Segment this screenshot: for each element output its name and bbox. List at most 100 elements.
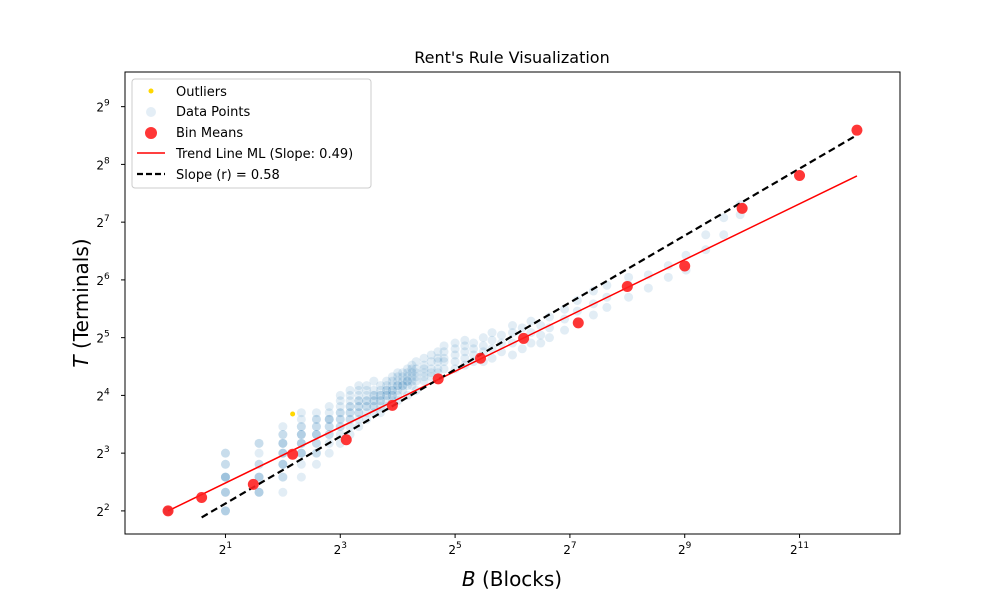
data-point [544, 333, 554, 343]
data-point [450, 357, 460, 367]
data-point [335, 396, 345, 406]
data-point [220, 487, 230, 497]
data-point [324, 448, 334, 458]
x-axis-label: B (Blocks) [462, 567, 562, 591]
data-point [369, 402, 379, 412]
data-point [335, 408, 345, 418]
data-point [278, 430, 288, 440]
data-point [478, 333, 488, 343]
data-point [296, 472, 306, 482]
data-point [439, 341, 449, 351]
outliers-layer [290, 411, 296, 417]
data-point [254, 438, 264, 448]
data-point [354, 385, 364, 395]
data-point [387, 376, 397, 386]
data-point [393, 385, 403, 395]
data-point [419, 360, 429, 370]
data-point [398, 381, 408, 391]
data-point [382, 376, 392, 386]
data-point [508, 328, 517, 338]
data-point [398, 368, 408, 378]
data-point [375, 390, 385, 400]
legend-outliers-marker [148, 88, 154, 94]
data-point [311, 448, 321, 458]
data-point [369, 376, 379, 386]
data-point [324, 414, 334, 424]
data-point [220, 448, 230, 458]
data-point [487, 353, 497, 363]
data-point [469, 344, 479, 354]
data-point [387, 385, 397, 395]
data-point [387, 381, 397, 391]
data-point [220, 472, 230, 482]
data-point [402, 368, 412, 378]
data-point [220, 487, 230, 497]
data-point [354, 396, 364, 406]
data-point [624, 292, 634, 302]
legend-data-points-marker [146, 107, 156, 117]
legend-box [131, 78, 372, 189]
data-point [296, 430, 306, 440]
data-point [296, 430, 306, 440]
data-point [220, 487, 230, 497]
bin-mean-point [736, 202, 748, 214]
data-point [324, 402, 334, 412]
y-axis-label-var: T [69, 354, 93, 368]
legend: Outliers Data Points Bin Means Trend Lin… [131, 78, 372, 189]
slope-line [201, 134, 858, 519]
data-point [426, 350, 436, 360]
y-tick-label: 28 [96, 156, 110, 172]
data-point [278, 459, 288, 469]
data-point [369, 402, 379, 412]
y-tick-label: 25 [96, 330, 109, 346]
y-tick-label: 27 [96, 214, 109, 230]
data-point [362, 402, 372, 412]
data-point [369, 390, 379, 400]
data-point [220, 472, 230, 482]
trend-line-ml [167, 175, 858, 512]
data-point [296, 448, 306, 458]
data-point [419, 364, 429, 374]
bin-mean-point [340, 434, 352, 446]
data-point [433, 353, 443, 363]
data-point [324, 414, 334, 424]
legend-bin-means-label: Bin Means [176, 126, 243, 141]
data-point [719, 230, 729, 240]
data-point [311, 438, 321, 448]
data-point [663, 272, 673, 282]
data-point [393, 381, 403, 391]
data-point [324, 430, 334, 440]
data-point [450, 344, 460, 354]
data-point [588, 310, 598, 320]
data-point [324, 430, 334, 440]
data-point [382, 381, 392, 391]
data-point [296, 448, 306, 458]
data-point [701, 230, 711, 240]
data-point [508, 321, 517, 331]
bin-mean-point [572, 317, 584, 329]
data-point [278, 459, 288, 469]
y-axis-label: T (Terminals) [69, 238, 93, 367]
data-point [433, 357, 443, 367]
legend-data-points-label: Data Points [176, 105, 250, 120]
data-point [254, 487, 264, 497]
data-point [407, 368, 417, 378]
data-point [335, 414, 345, 424]
data-point [254, 487, 264, 497]
data-point [398, 376, 408, 386]
data-point [382, 390, 392, 400]
data-point [426, 368, 436, 378]
data-point [508, 350, 517, 360]
bin-mean-point [621, 281, 633, 293]
data-point [602, 302, 612, 312]
data-point [311, 438, 321, 448]
data-point [254, 459, 264, 469]
data-point [220, 472, 230, 482]
data-point [624, 272, 634, 282]
data-point [369, 396, 379, 406]
data-point [411, 364, 421, 374]
data-point [362, 402, 372, 412]
data-point [375, 385, 385, 395]
data-point [254, 438, 264, 448]
data-point [460, 353, 470, 363]
